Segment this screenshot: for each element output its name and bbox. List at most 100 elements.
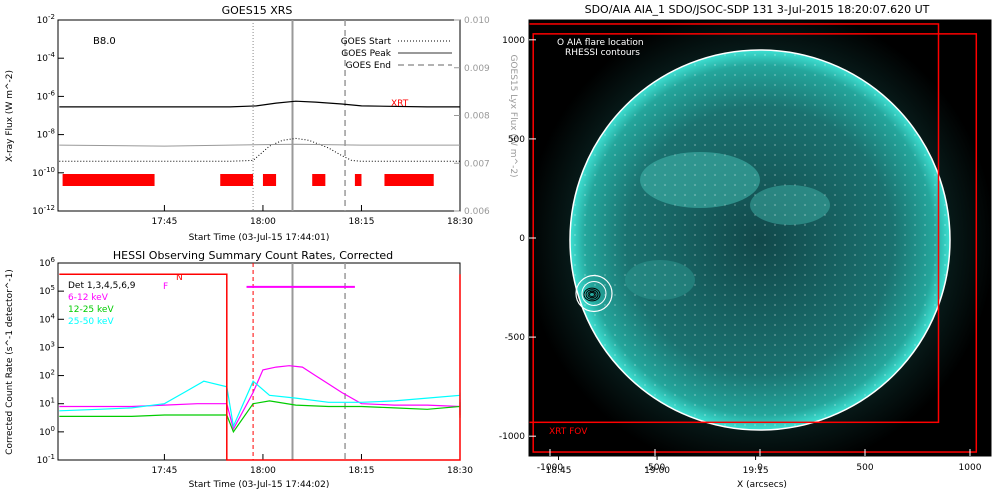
hessi-x-tick-label: 18:45 [546, 466, 572, 476]
goes-x-label: Start Time (03-Jul-15 17:44:01) [189, 233, 330, 243]
aia-title: SDO/AIA AIA_1 SDO/JSOC-SDP 131 3-Jul-201… [585, 3, 930, 16]
hessi-legend-det: Det 1,3,4,5,6,9 [68, 281, 136, 291]
aia-rhessi-contour [585, 289, 599, 300]
hessi-plot-frame [57, 262, 461, 461]
goes-legend-peak: GOES Peak [341, 49, 391, 59]
aia-fov-box [529, 23, 940, 424]
aia-x-tick-label: -500 [645, 463, 666, 473]
hessi-series-6-12-keV [59, 365, 461, 431]
aia-x-tick-label: 1000 [959, 463, 982, 473]
hessi-y-tick-label: 10-1 [37, 453, 55, 466]
aia-fov-box [532, 33, 978, 453]
hessi-x-tick-label: 18:15 [349, 466, 375, 476]
aia-y-tick-label: 1000 [502, 36, 525, 46]
hessi-panel: HESSI Observing Summary Count Rates, Cor… [5, 249, 769, 490]
goes-y-tick-label: 10-8 [37, 128, 55, 141]
aia-x-tick-label: 500 [856, 463, 873, 473]
hessi-y-tick-label: 104 [39, 312, 55, 325]
goes-y-tick-label: 10-10 [32, 166, 55, 179]
aia-fov-boxes [529, 23, 978, 453]
goes-legend-start: GOES Start [341, 37, 392, 47]
hessi-x-tick-label: 18:30 [447, 466, 473, 476]
goes-legend-end: GOES End [346, 61, 391, 71]
goes-x-tick-label: 18:15 [349, 217, 375, 227]
goes-title: GOES15 XRS [222, 4, 293, 17]
hessi-y-label: Corrected Count Rate (s^-1 detector^-1) [5, 269, 15, 455]
goes-xrt-bar [384, 174, 434, 186]
goes-x-tick-label: 18:00 [250, 217, 276, 227]
aia-x-label: X (arcsecs) [737, 480, 787, 490]
aia-y-tick-label: 0 [519, 234, 525, 244]
aia-dot-grid [570, 50, 950, 430]
aia-flare-location-circle [575, 274, 613, 313]
goes-xrt-bar [220, 174, 254, 186]
goes-class-label: B8.0 [93, 36, 116, 47]
goes-xrt-bar [354, 174, 362, 186]
hessi-x-tick-label: 19:00 [644, 466, 670, 476]
goes-legend: GOES Start GOES Peak GOES End [341, 37, 452, 71]
hessi-x-label: Start Time (03-Jul-15 17:44:02) [189, 480, 330, 490]
hessi-x-axis: 17:45 18:00 18:15 18:30 18:45 19:00 19:15 [151, 454, 769, 476]
goes-y-right-tick-label: 0.010 [464, 16, 490, 26]
goes-y-label: X-ray Flux (W m^-2) [5, 70, 15, 162]
aia-rhessi-contour [589, 291, 595, 297]
hessi-series-25-50-keV [59, 380, 461, 429]
hessi-flag-night: N [176, 273, 183, 283]
hessi-x-tick-label: 17:45 [151, 466, 177, 476]
goes-series-lyx [59, 143, 460, 147]
aia-y-tick-label: -500 [505, 333, 526, 343]
goes-x-tick-label: 17:45 [151, 217, 177, 227]
hessi-y-tick-label: 101 [39, 397, 55, 410]
hessi-x-tick-label: 19:15 [743, 466, 769, 476]
aia-flare-marks [575, 274, 613, 313]
hessi-x-tick-label: 18:00 [250, 466, 276, 476]
goes-y-right-tick-label: 0.007 [464, 159, 490, 169]
hessi-legend-25-50: 25-50 keV [68, 317, 114, 327]
hessi-title: HESSI Observing Summary Count Rates, Cor… [113, 249, 393, 262]
hessi-legend: Det 1,3,4,5,6,9 6-12 keV 12-25 keV 25-50… [68, 281, 136, 327]
goes-y-tick-label: 10-4 [37, 51, 56, 64]
hessi-plot-marks [59, 263, 461, 461]
aia-x-tick-label: 0 [757, 463, 763, 473]
goes-y-right-tick-label: 0.006 [464, 207, 490, 217]
aia-flare-location-circle [581, 280, 607, 306]
goes-y-tick-label: 10-6 [37, 89, 56, 102]
goes-xrt-bar [262, 174, 277, 186]
goes-series-long [59, 100, 460, 108]
goes-xrt-bar [312, 174, 326, 186]
aia-fov-label: XRT FOV [549, 427, 588, 437]
aia-y-tick-label: -1000 [499, 432, 525, 442]
goes-y-tick-label: 10-12 [32, 204, 55, 217]
hessi-y-tick-label: 106 [39, 256, 55, 269]
goes-y-tick-label: 10-2 [37, 13, 55, 26]
aia-rhessi-contour [587, 290, 597, 299]
aia-rhessi-contour [583, 287, 601, 302]
goes-y-right-tick-label: 0.009 [464, 64, 490, 74]
hessi-flag-flare: F [163, 282, 168, 292]
hessi-y-tick-label: 102 [39, 369, 55, 382]
goes-series-short [59, 137, 460, 162]
aia-y-tick-label: 500 [508, 135, 525, 145]
hessi-legend-6-12: 6-12 keV [68, 293, 109, 303]
aia-limb-circle [569, 49, 951, 431]
goes-y-right-label: GOES15 Lyx Flux (W m^-2) [508, 54, 518, 177]
goes-xrt-label: XRT [391, 99, 409, 109]
hessi-y-tick-label: 103 [39, 340, 55, 353]
hessi-y-tick-label: 100 [39, 425, 55, 438]
aia-panel: SDO/AIA AIA_1 SDO/JSOC-SDP 131 3-Jul-201… [499, 3, 992, 490]
hessi-legend-12-25: 12-25 keV [68, 305, 114, 315]
goes-y-right-axis: 0.006 0.007 0.008 0.009 0.010 [454, 16, 490, 217]
goes-plot-marks [59, 20, 460, 211]
goes-y-right-tick-label: 0.008 [464, 112, 490, 122]
hessi-y-axis: 106 105 104 103 102 101 100 10-1 [37, 256, 64, 466]
hessi-y-tick-label: 105 [39, 284, 55, 297]
aia-legend-flare: O AIA flare location [557, 38, 644, 48]
goes-y-axis: 10-2 10-4 10-6 10-8 10-10 10-12 [32, 13, 64, 217]
aia-legend-rhessi: RHESSI contours [565, 48, 640, 58]
goes-x-tick-label: 18:30 [447, 217, 473, 227]
aia-x-tick-label: -1000 [537, 463, 563, 473]
goes-xrt-bar [62, 174, 155, 186]
goes-panel: GOES15 XRS 10-2 10-4 10-6 10-8 10-10 10-12 0.… [5, 4, 769, 243]
hessi-series-attenuator-state [59, 273, 461, 461]
aia-axes: -1000 -500 0 500 1000 1000 500 0 -500 -1000 [499, 36, 982, 473]
